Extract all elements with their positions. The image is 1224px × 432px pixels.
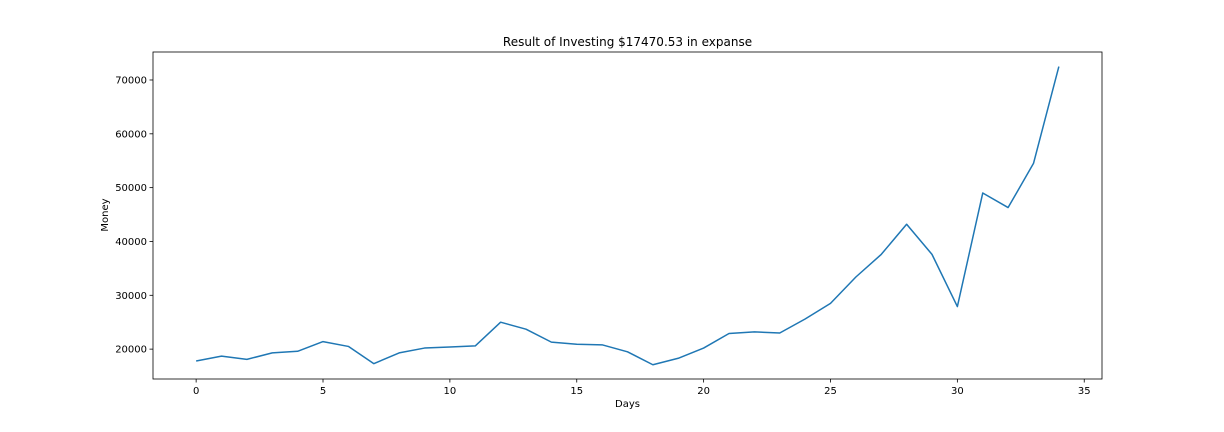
series-line-0 — [195, 66, 1060, 366]
y-tick-label: 40000 — [115, 237, 147, 248]
x-tick-label: 10 — [444, 386, 457, 397]
chart-title: Result of Investing $17470.53 in expanse — [503, 35, 752, 49]
x-tick-label: 5 — [320, 386, 326, 397]
x-tick-label: 20 — [697, 386, 710, 397]
x-axis-label: Days — [615, 399, 640, 410]
y-tick-label: 60000 — [115, 129, 147, 140]
y-tick-label: 30000 — [115, 291, 147, 302]
plot-frame — [152, 51, 1103, 380]
y-axis-label: Money — [100, 198, 111, 231]
x-tick-label: 35 — [1078, 386, 1091, 397]
y-tick-label: 20000 — [115, 345, 147, 356]
y-tick-label: 70000 — [115, 75, 147, 86]
x-tick-label: 15 — [570, 386, 583, 397]
y-axis-ticks: 20000 30000 40000 50000 60000 70000 — [115, 75, 153, 356]
plot-area — [152, 51, 1103, 380]
x-tick-label: 0 — [193, 386, 199, 397]
x-tick-label: 25 — [824, 386, 837, 397]
x-axis-ticks: 0 5 10 15 20 25 30 35 — [193, 379, 1091, 397]
y-tick-label: 50000 — [115, 183, 147, 194]
x-tick-label: 30 — [951, 386, 964, 397]
